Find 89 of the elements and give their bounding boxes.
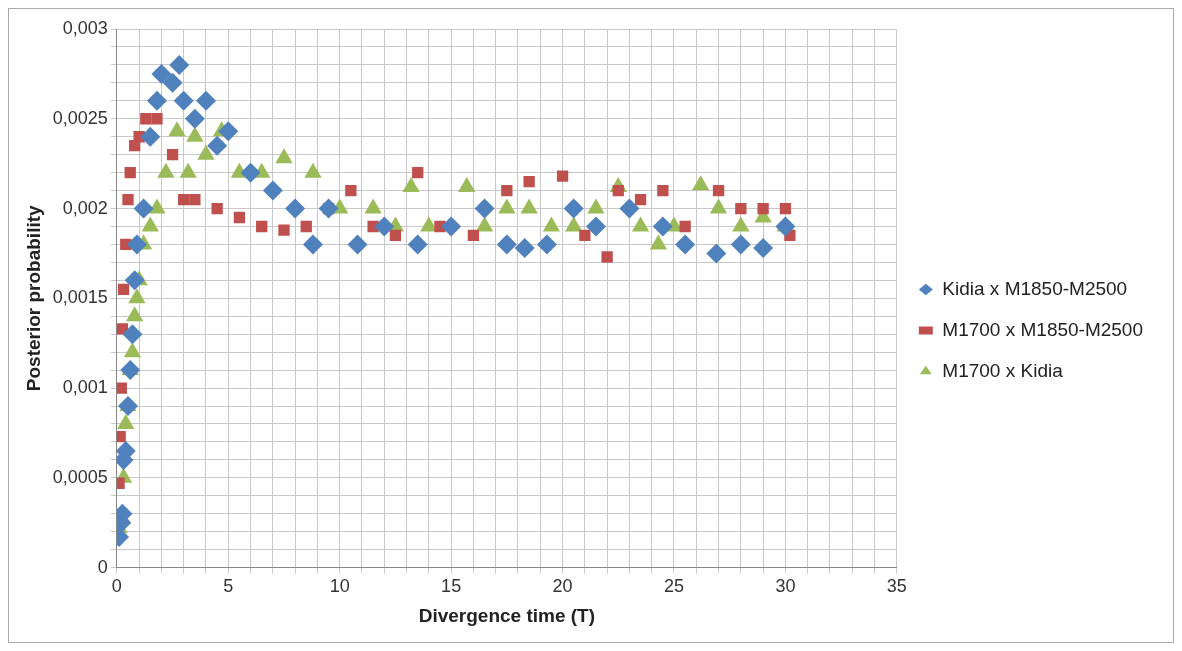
point xyxy=(579,229,591,242)
point xyxy=(585,216,606,237)
y-tick-label: 0,0015 xyxy=(52,287,108,308)
x-tick-label: 30 xyxy=(775,576,796,597)
point xyxy=(140,113,152,125)
point xyxy=(196,90,216,111)
point xyxy=(318,198,339,219)
point xyxy=(730,234,751,255)
y-tick-label: 0,003 xyxy=(62,17,108,38)
point xyxy=(178,193,190,206)
point xyxy=(514,238,535,259)
point xyxy=(536,234,557,255)
point xyxy=(233,211,246,224)
point xyxy=(278,224,290,236)
point xyxy=(757,202,769,215)
point xyxy=(523,175,535,188)
point xyxy=(712,184,725,197)
point xyxy=(120,360,141,381)
point xyxy=(389,229,402,242)
point xyxy=(256,220,268,233)
point xyxy=(556,170,569,182)
point xyxy=(735,202,747,215)
legend-label: Kidia x M1850-M2500 xyxy=(942,277,1128,299)
point xyxy=(169,54,190,75)
point xyxy=(240,162,261,183)
point xyxy=(675,234,696,255)
point xyxy=(601,251,613,263)
y-tick-label: 0,002 xyxy=(62,197,108,218)
legend-label: M1700 x Kidia xyxy=(942,359,1064,381)
point xyxy=(474,198,495,219)
point xyxy=(262,180,283,201)
x-tick-label: 25 xyxy=(663,576,684,597)
point xyxy=(189,193,201,206)
point xyxy=(412,166,424,179)
y-tick-label: 0,0025 xyxy=(52,107,108,128)
point xyxy=(345,184,357,197)
point xyxy=(151,113,163,125)
point xyxy=(211,202,223,215)
point xyxy=(140,126,161,147)
point xyxy=(184,108,205,129)
legend-label: M1700 x M1850-M2500 xyxy=(942,318,1143,340)
point xyxy=(122,324,143,345)
point xyxy=(207,135,228,156)
y-tick-label: 0 xyxy=(97,556,108,577)
point xyxy=(779,202,792,215)
point xyxy=(706,243,727,264)
point xyxy=(162,72,183,93)
point xyxy=(563,198,584,219)
point xyxy=(407,234,428,255)
point xyxy=(753,238,774,259)
y-tick-label: 0,0005 xyxy=(52,466,108,487)
point xyxy=(166,149,179,161)
point xyxy=(634,193,647,206)
point xyxy=(501,184,513,197)
x-axis-title: Divergence time (T) xyxy=(418,604,596,626)
point xyxy=(146,90,167,111)
point xyxy=(124,166,136,179)
point xyxy=(657,184,669,197)
point xyxy=(652,216,673,237)
point xyxy=(116,430,126,443)
point xyxy=(151,63,172,84)
point xyxy=(133,198,154,219)
point xyxy=(122,193,134,206)
y-axis-title: Posterior probability xyxy=(22,204,44,392)
point xyxy=(173,90,194,111)
point xyxy=(218,121,239,142)
y-tick-label: 0,001 xyxy=(62,377,108,398)
point xyxy=(302,234,323,255)
point xyxy=(619,198,640,219)
point xyxy=(116,382,127,394)
point xyxy=(118,396,138,417)
x-tick-label: 15 xyxy=(441,576,462,597)
x-tick-label: 35 xyxy=(886,576,907,597)
point xyxy=(441,216,462,237)
point xyxy=(117,283,130,295)
point xyxy=(467,229,480,242)
point xyxy=(775,216,796,237)
x-tick-label: 0 xyxy=(111,576,122,597)
x-tick-label: 20 xyxy=(552,576,573,597)
point xyxy=(124,270,145,291)
x-tick-label: 5 xyxy=(223,576,234,597)
point xyxy=(679,220,691,233)
point xyxy=(347,234,368,255)
point xyxy=(126,234,147,255)
point xyxy=(300,220,312,233)
point xyxy=(496,234,517,255)
x-tick-label: 10 xyxy=(329,576,350,597)
point xyxy=(285,198,306,219)
point xyxy=(374,216,395,237)
